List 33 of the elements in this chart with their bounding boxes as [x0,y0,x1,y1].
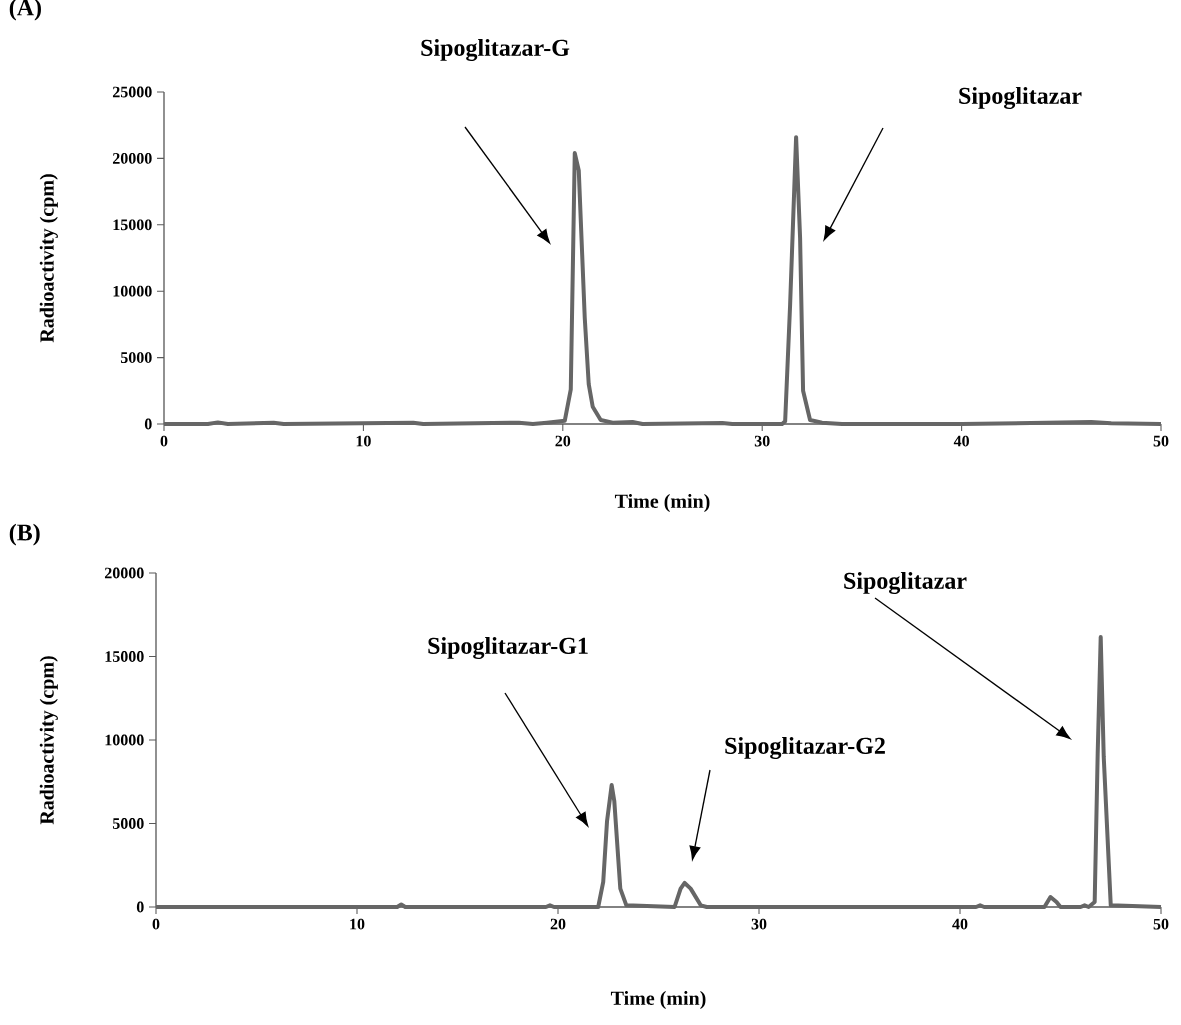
x-tick-label: 10 [350,918,365,930]
x-axis-title: Time (min) [614,493,710,513]
x-tick-label: 20 [555,435,571,447]
y-tick-label: 25000 [112,86,152,98]
chart-title: (B) [9,523,40,546]
x-tick-label: 40 [953,435,969,447]
y-tick-label: 15000 [105,651,144,662]
annotation: Sipoglitazar-G1 [428,637,588,659]
x-axis-title: Time (min) [610,990,706,1010]
annotation: Sipoglitazar [844,572,967,594]
y-tick-label: 20000 [112,152,152,164]
x-tick-label: 50 [1153,435,1169,447]
y-axis-title: Radioactivity (cpm) [39,174,58,343]
text: Sipoglitazar-G [421,39,570,61]
y-tick-label: 0 [144,418,152,430]
y-tick-label: 20000 [104,567,144,579]
annotation: Sipoglitazar-G2 [725,737,885,759]
y-tick-label: 15000 [113,219,152,231]
y-tick-label: 0 [136,901,144,913]
x-tick-label: 10 [356,435,371,447]
x-tick-label: 30 [751,918,767,930]
y-tick-label: 10000 [113,285,152,297]
x-tick-label: 20 [550,918,566,930]
x-tick-label: 40 [952,918,968,930]
y-tick-label: 5000 [112,818,144,829]
y-tick-label: 10000 [105,734,144,746]
annotation: Sipoglitazar [959,87,1082,109]
x-tick-label: 0 [160,435,168,447]
y-tick-label: 5000 [120,352,152,363]
x-tick-label: 0 [152,918,160,930]
x-tick-label: 50 [1153,918,1169,930]
x-tick-label: 30 [754,435,770,447]
y-axis-title: Radioactivity (cpm) [39,656,58,825]
